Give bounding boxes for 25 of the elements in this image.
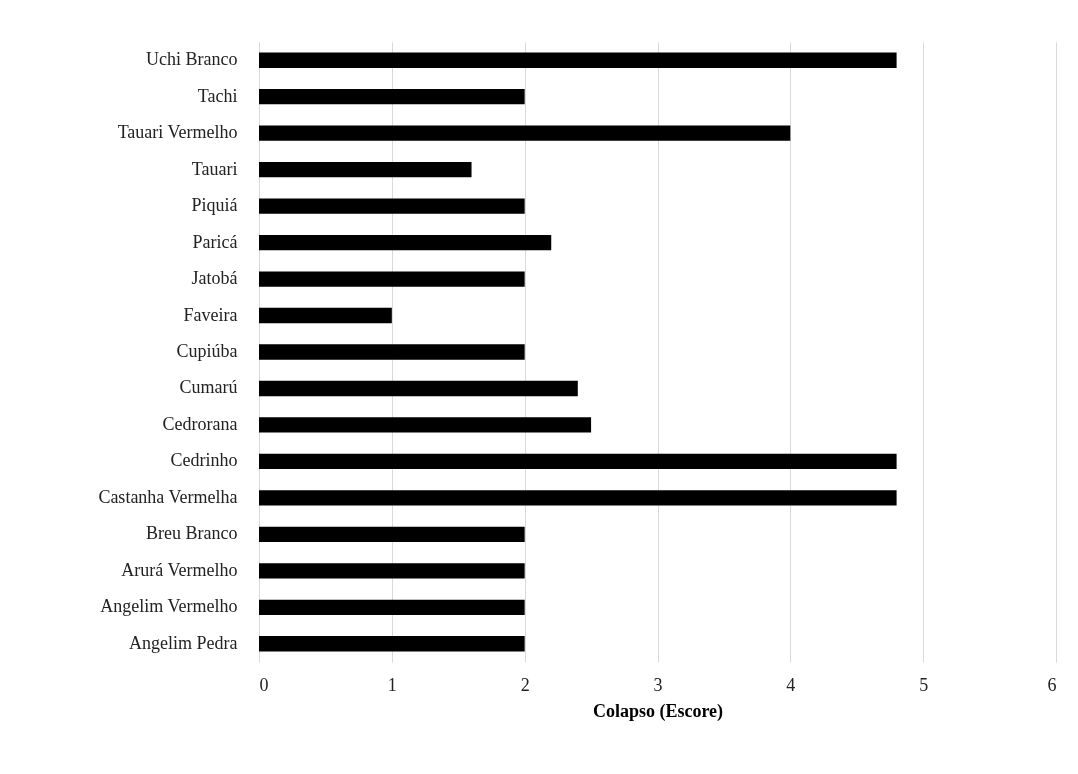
x-tick-label: 0 (259, 674, 269, 695)
y-tick-label: Faveira (183, 304, 238, 325)
x-tick-label: 2 (520, 674, 530, 695)
y-tick-label: Angelim Pedra (129, 632, 238, 653)
y-tick-label: Cedrinho (170, 450, 238, 471)
y-tick-label: Paricá (192, 231, 238, 252)
y-tick-label: Angelim Vermelho (100, 596, 238, 617)
x-tick-label: 4 (786, 674, 796, 695)
y-tick-label: Cedrorana (162, 413, 238, 434)
y-tick-label: Jatobá (191, 268, 238, 289)
x-tick-label: 6 (1047, 674, 1057, 695)
y-tick-label: Tauari (191, 158, 238, 179)
y-tick-label: Breu Branco (146, 523, 238, 544)
y-tick-label: Arurá Vermelho (121, 559, 238, 580)
y-tick-label: Tachi (197, 85, 238, 106)
y-tick-label: Uchi Branco (146, 49, 238, 70)
y-tick-label: Tauari Vermelho (117, 122, 238, 143)
x-tick-label: 3 (653, 674, 663, 695)
y-tick-label: Cumarú (179, 377, 238, 398)
x-axis-title: Colapso (Escore) (592, 700, 724, 722)
x-tick-label: 1 (387, 674, 397, 695)
y-tick-label: Cupiúba (176, 341, 238, 361)
y-tick-label: Castanha Vermelha (98, 486, 238, 507)
x-tick-label: 5 (919, 674, 929, 695)
y-tick-label: Piquiá (191, 195, 238, 216)
